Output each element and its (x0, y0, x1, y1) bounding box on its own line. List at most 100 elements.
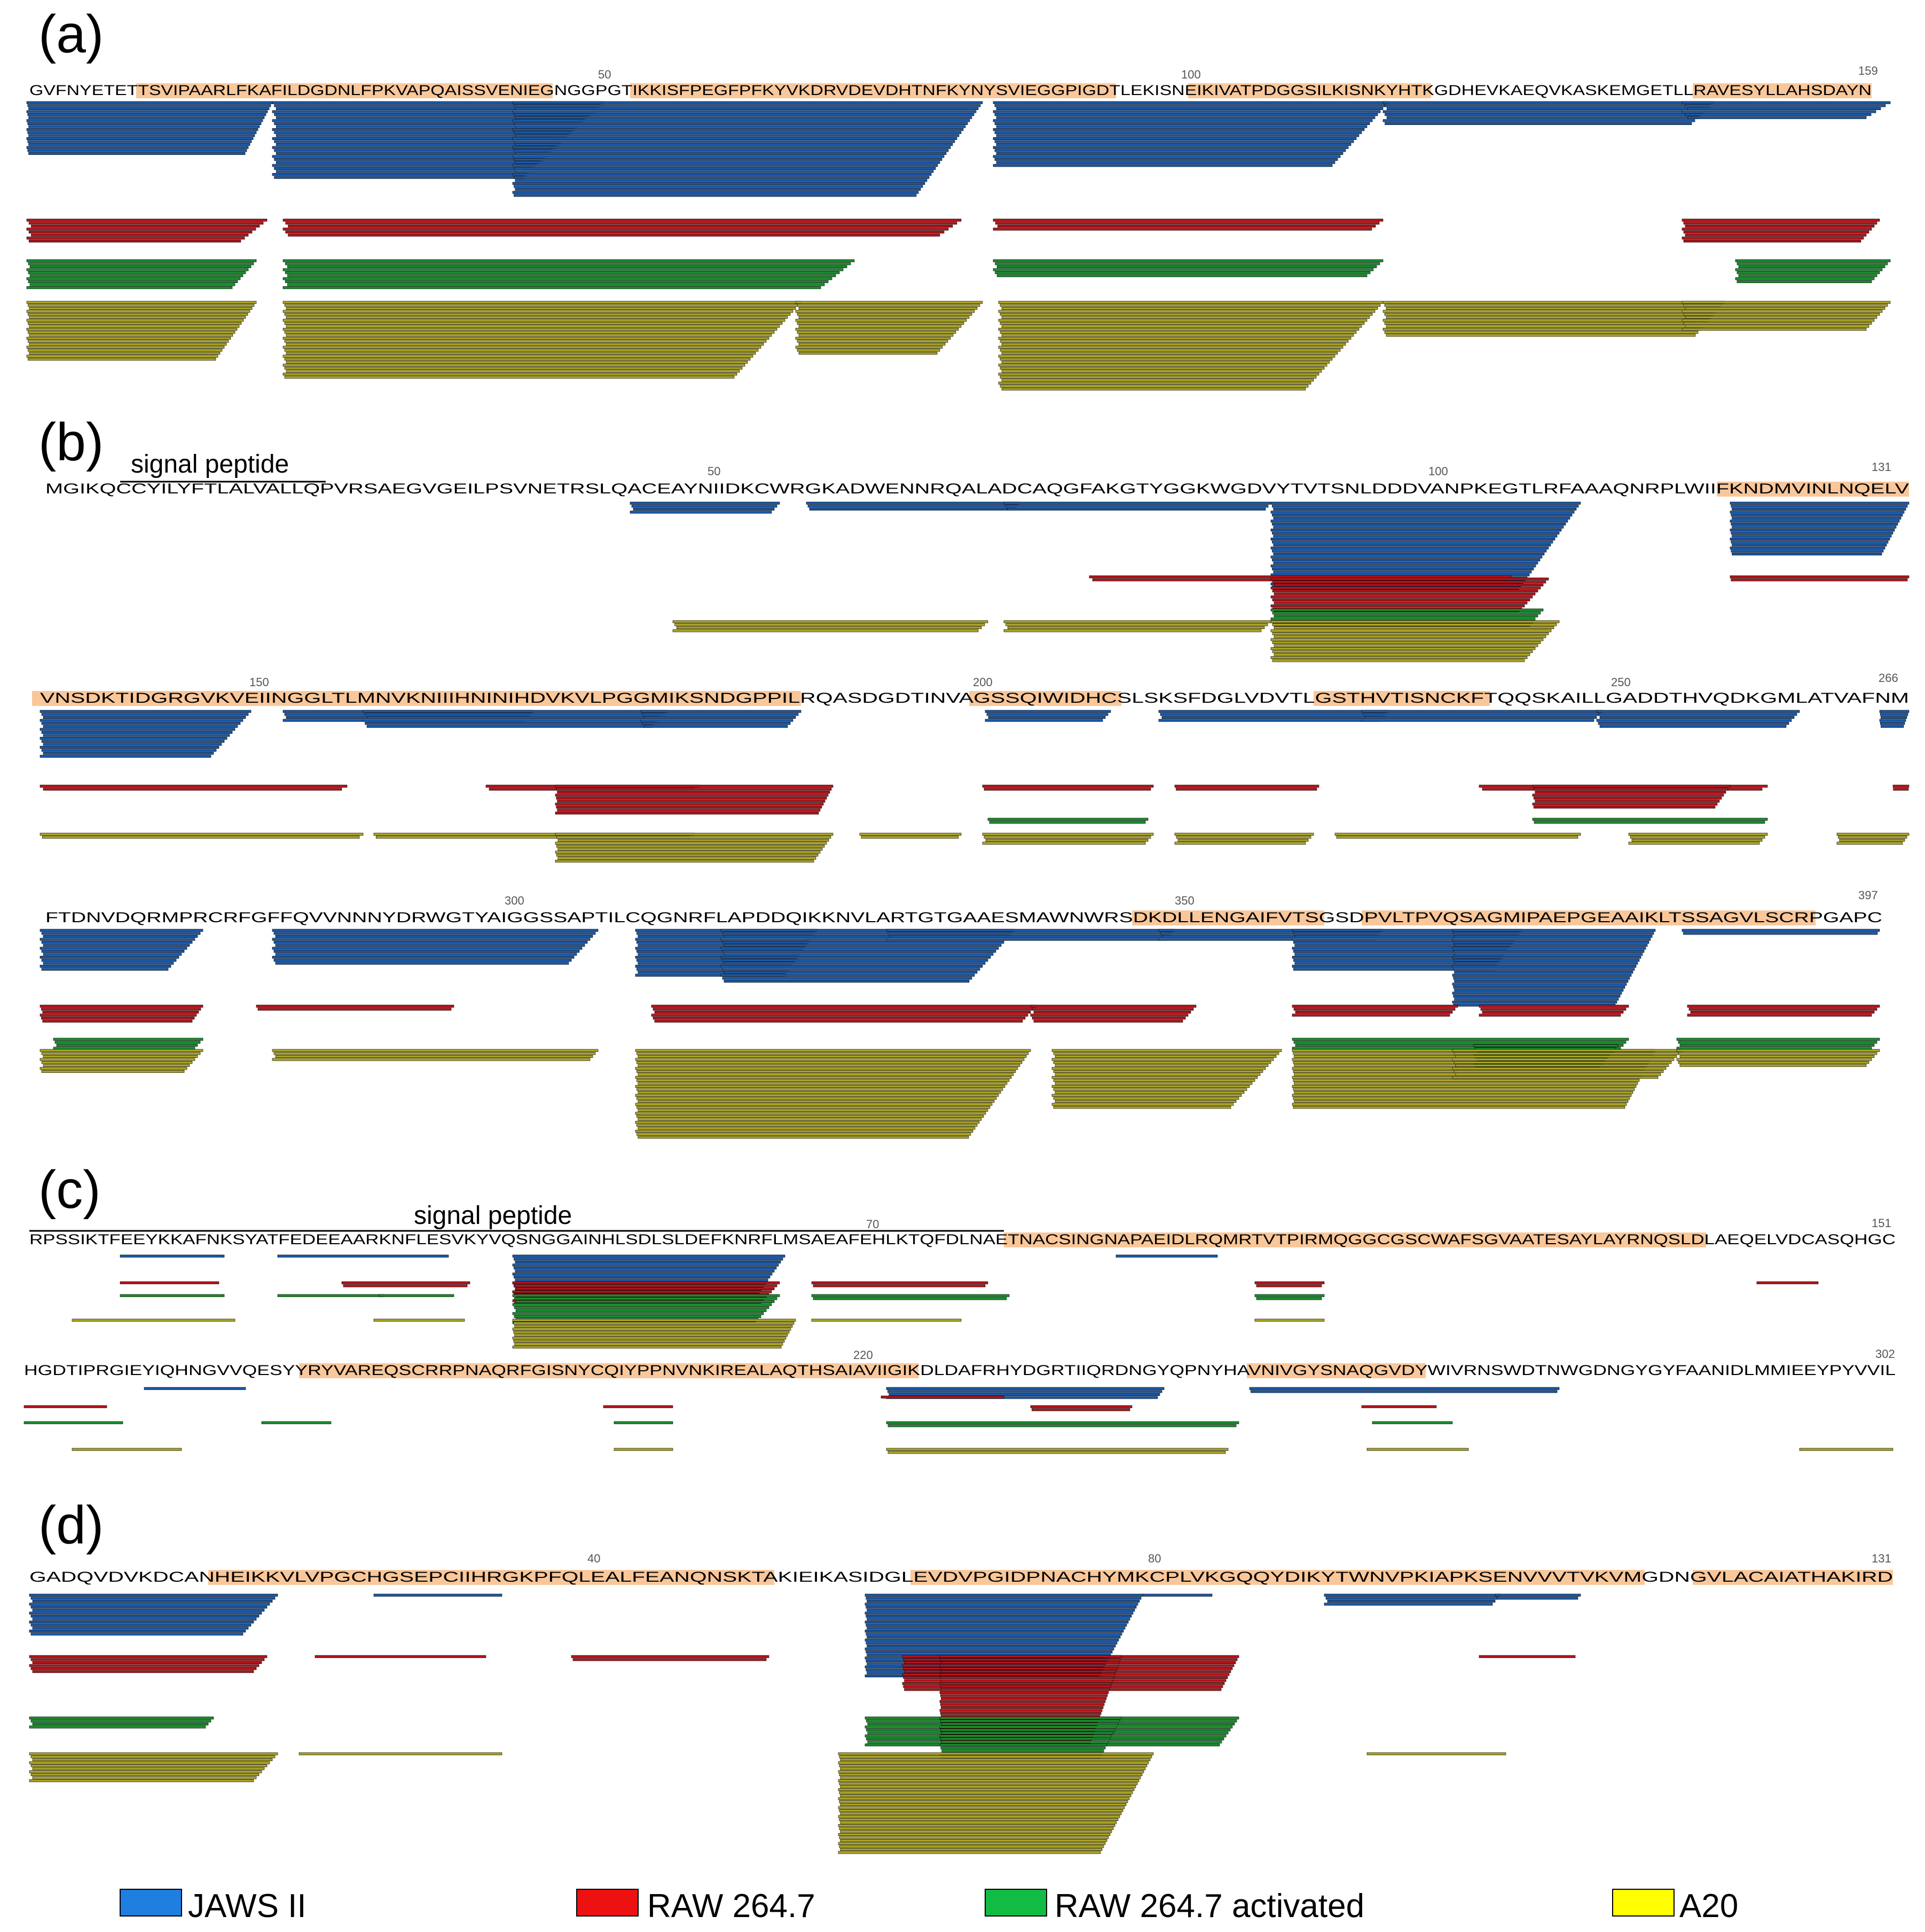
peptide-bar-a20 (1453, 1070, 1664, 1073)
peptide-bar-a20 (1000, 366, 1325, 370)
peptide-bar-jaws-ii (28, 125, 260, 128)
peptide-bar-a20 (1001, 343, 1346, 346)
peptide-bar-jaws-ii (1598, 722, 1789, 725)
peptide-bar-raw-264-7-activated (515, 1300, 775, 1303)
peptide-bar-jaws-ii (1687, 107, 1881, 110)
peptide-bar-jaws-ii (720, 956, 991, 959)
peptide-bar-a20 (1001, 325, 1362, 328)
peptide-bar-jaws-ii (40, 755, 211, 758)
peptide-bar-a20 (32, 1776, 257, 1779)
peptide-bar-jaws-ii (722, 977, 972, 980)
peptide-bar-jaws-ii (720, 964, 983, 968)
peptide-bar-a20 (26, 355, 218, 358)
peptide-bar-a20 (838, 1788, 1135, 1791)
peptide-bar-jaws-ii (1454, 979, 1629, 983)
peptide-bar-jaws-ii (889, 934, 1170, 938)
peptide-bar-a20 (1455, 1064, 1669, 1067)
peptide-bar-a20 (637, 1070, 1016, 1073)
peptide-bar-jaws-ii (40, 938, 195, 941)
peptide-bar-jaws-ii (276, 170, 530, 173)
peptide-bar-jaws-ii (1599, 716, 1795, 719)
peptide-bar-a20 (638, 1073, 1014, 1076)
peptide-bar-jaws-ii (120, 1254, 225, 1258)
peptide-bar-a20 (282, 345, 761, 349)
peptide-bar-raw-264-7-activated (285, 280, 829, 284)
peptide-bar-a20 (513, 1339, 785, 1342)
position-number: 70 (866, 1218, 879, 1231)
peptide-bar-a20 (838, 1770, 1144, 1773)
peptide-bar-a20 (984, 836, 1151, 839)
peptide-bar-raw-264-7 (557, 790, 830, 794)
peptide-bar-raw-264-7-activated (1254, 1294, 1325, 1297)
peptide-bar-raw-264-7 (653, 1008, 1034, 1011)
peptide-bar-jaws-ii (1273, 535, 1558, 538)
peptide-bar-jaws-ii (27, 140, 252, 143)
peptide-bar-jaws-ii (515, 188, 921, 191)
peptide-bar-jaws-ii (512, 137, 957, 140)
peptide-bar-jaws-ii (272, 155, 546, 158)
peptide-bar-jaws-ii (41, 731, 233, 734)
peptide-bar-raw-264-7-activated (1270, 617, 1536, 621)
peptide-bar-jaws-ii (41, 722, 241, 725)
peptide-bar-jaws-ii (887, 932, 1173, 935)
peptide-bar-raw-264-7 (1534, 788, 1728, 791)
peptide-bar-raw-264-7 (42, 1010, 199, 1014)
peptide-bar-a20 (1272, 641, 1541, 644)
peptide-bar-a20 (998, 310, 1376, 313)
peptide-bar-raw-264-7-activated (1292, 1038, 1629, 1041)
peptide-bar-jaws-ii (724, 971, 978, 974)
peptide-bar-raw-264-7 (512, 1290, 772, 1293)
peptide-bar-a20 (282, 373, 737, 376)
peptide-bar-raw-264-7-activated (32, 1722, 209, 1725)
epitope-highlight (208, 1570, 774, 1585)
peptide-bar-raw-264-7 (40, 1004, 203, 1008)
peptide-bar-a20 (998, 301, 1384, 304)
peptide-bar-a20 (28, 304, 255, 307)
peptide-bar-raw-264-7 (31, 233, 249, 237)
peptide-bar-raw-264-7-activated (940, 1729, 1115, 1732)
peptide-bar-raw-264-7 (29, 1664, 260, 1667)
peptide-bar-a20 (637, 1052, 1029, 1055)
peptide-bar-jaws-ii (993, 110, 1381, 113)
peptide-bar-a20 (1005, 623, 1268, 626)
peptide-bar-jaws-ii (1454, 988, 1624, 992)
peptide-bar-jaws-ii (866, 1597, 1142, 1600)
peptide-bar-a20 (795, 319, 967, 322)
peptide-bar-a20 (1294, 1091, 1633, 1094)
peptide-bar-a20 (273, 1052, 596, 1055)
peptide-bar-a20 (373, 1318, 465, 1322)
peptide-bar-raw-264-7-activated (512, 1294, 780, 1297)
panel-label-c: (c) (38, 1160, 101, 1220)
peptide-bar-raw-264-7 (1534, 797, 1722, 800)
peptide-bar-jaws-ii (1115, 1254, 1218, 1258)
peptide-bar-raw-264-7 (1535, 799, 1720, 803)
peptide-bar-jaws-ii (512, 173, 932, 176)
peptide-bar-jaws-ii (994, 140, 1354, 143)
peptide-bar-a20 (557, 857, 816, 860)
peptide-bar-a20 (635, 1085, 1005, 1088)
peptide-bar-jaws-ii (809, 507, 1015, 511)
peptide-bar-raw-264-7 (1731, 578, 1908, 582)
epitope-highlights (32, 83, 1909, 1585)
peptide-bar-jaws-ii (1452, 1001, 1617, 1004)
peptide-bar-a20 (1682, 319, 1875, 322)
peptide-bar-raw-264-7 (1030, 1405, 1133, 1408)
peptide-bar-raw-264-7 (32, 1670, 254, 1673)
peptide-bar-jaws-ii (996, 107, 1384, 110)
peptide-bar-jaws-ii (1272, 531, 1560, 535)
peptide-bar-jaws-ii (722, 959, 988, 962)
peptide-bar-raw-264-7-activated (514, 1306, 769, 1309)
peptide-bar-raw-264-7 (984, 788, 1151, 791)
peptide-bar-a20 (512, 1346, 782, 1349)
peptide-bar-jaws-ii (43, 743, 222, 746)
peptide-bar-a20 (29, 343, 227, 346)
epitope-highlight (1693, 1570, 1893, 1585)
peptide-bar-jaws-ii (1452, 929, 1656, 932)
peptide-bar-raw-264-7-activated (1293, 1041, 1627, 1044)
peptide-bar-a20 (1292, 1103, 1627, 1106)
peptide-bar-a20 (635, 1058, 1025, 1061)
position-number: 300 (505, 894, 524, 907)
peptide-bar-a20 (1682, 301, 1891, 304)
peptide-bar-a20 (840, 1848, 1103, 1851)
peptide-bar-a20 (1293, 1088, 1635, 1091)
